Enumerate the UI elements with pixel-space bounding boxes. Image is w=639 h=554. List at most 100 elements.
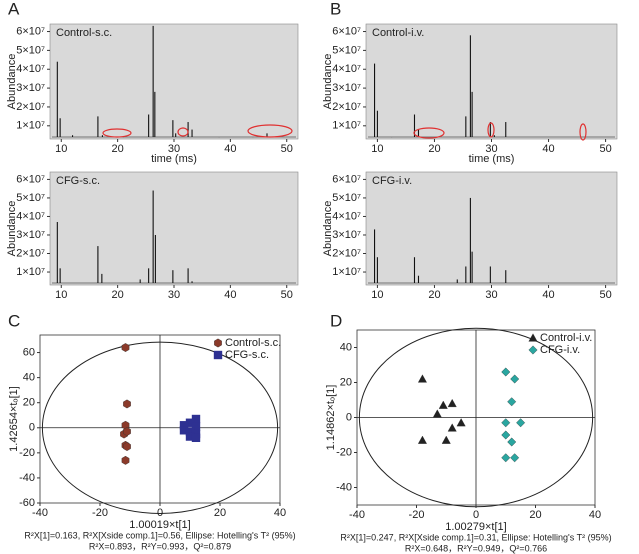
point — [501, 430, 511, 440]
highlight — [247, 124, 293, 138]
y-tick-label: 3×10⁷ — [332, 82, 361, 94]
point — [456, 418, 466, 427]
x-tick-label: 50 — [281, 289, 293, 301]
point — [510, 374, 520, 384]
panel-label: C — [8, 311, 20, 330]
x-tick-label: 20 — [112, 289, 124, 301]
point — [516, 418, 526, 428]
y-tick-label: 1×10⁷ — [16, 266, 45, 278]
x-tick-label: 30 — [168, 143, 180, 155]
y-tick-label: 4×10⁷ — [16, 63, 45, 75]
y-tick-label: 0 — [29, 422, 35, 434]
point — [123, 442, 131, 452]
x-tick-label: 20 — [214, 507, 226, 519]
y-tick-label: -60 — [19, 497, 35, 509]
point — [185, 427, 195, 436]
y-axis-label: 1.42654×tₒ[1] — [8, 386, 20, 452]
highlight — [579, 123, 587, 141]
x-tick-label: 0 — [473, 509, 479, 521]
y-tick-label: 2×10⁷ — [332, 247, 361, 259]
plot-area — [365, 23, 618, 140]
y-tick-label: -20 — [19, 447, 35, 459]
highlight — [177, 127, 189, 137]
x-tick-label: 40 — [224, 143, 236, 155]
x-tick-label: 0 — [157, 507, 163, 519]
y-tick-label: 1×10⁷ — [332, 120, 361, 132]
plot-area — [365, 171, 618, 286]
y-axis-label: Abundance — [6, 54, 18, 110]
highlight — [487, 122, 495, 138]
point — [447, 398, 457, 408]
x-tick-label: 40 — [542, 289, 554, 301]
point — [447, 423, 457, 432]
point — [185, 432, 195, 441]
point — [510, 453, 520, 463]
series-label: CFG-s.c. — [56, 175, 100, 187]
y-tick-label: 20 — [23, 397, 35, 409]
x-tick-label: 20 — [428, 289, 440, 301]
series-label: Control-i.v. — [372, 27, 424, 39]
x-tick-label: -20 — [409, 509, 425, 521]
y-tick-label: 4×10⁷ — [332, 210, 361, 222]
legend-label: CFG-s.c. — [225, 349, 269, 361]
point — [441, 435, 451, 444]
x-tick-label: 10 — [55, 143, 67, 155]
note: R²X[1]=0.163, R²X[Xside comp.1]=0.56, El… — [24, 530, 295, 540]
x-tick-label: -40 — [32, 507, 48, 519]
series-label: CFG-i.v. — [372, 175, 412, 187]
x-tick-label: 40 — [589, 509, 601, 521]
y-tick-label: 6×10⁷ — [332, 173, 361, 185]
legend-marker — [528, 333, 538, 342]
y-tick-label: 1×10⁷ — [16, 120, 45, 132]
point — [123, 399, 131, 409]
y-tick-label: 5×10⁷ — [16, 44, 45, 56]
point — [501, 453, 511, 463]
x-tick-label: 10 — [55, 289, 67, 301]
x-tick-label: 20 — [529, 509, 541, 521]
point — [191, 414, 201, 424]
legend-marker — [213, 350, 223, 360]
y-tick-label: -40 — [19, 472, 35, 484]
y-tick-label: 4×10⁷ — [332, 63, 361, 75]
y-tick-label: 5×10⁷ — [16, 192, 45, 204]
x-axis-label: 1.00019×t[1] — [129, 519, 190, 531]
x-tick-label: 20 — [428, 143, 440, 155]
y-tick-label: 2×10⁷ — [16, 247, 45, 259]
plot-area — [49, 171, 299, 286]
point — [191, 422, 201, 431]
x-tick-label: 50 — [599, 143, 611, 155]
panel-label: D — [330, 311, 342, 330]
panel-label: B — [330, 0, 341, 18]
y-tick-label: 20 — [340, 376, 352, 388]
y-tick-label: 60 — [23, 346, 35, 358]
plot-area — [49, 23, 299, 140]
point — [121, 455, 130, 465]
legend-marker — [528, 345, 538, 355]
y-tick-label: -20 — [336, 446, 352, 458]
highlight — [413, 127, 445, 139]
point — [501, 418, 511, 428]
y-tick-label: 5×10⁷ — [332, 192, 361, 204]
x-axis-label: time (ms) — [151, 153, 197, 165]
point — [432, 409, 442, 418]
point — [121, 343, 130, 352]
y-axis-label: Abundance — [6, 201, 18, 257]
y-tick-label: 2×10⁷ — [332, 101, 361, 113]
x-tick-label: 10 — [371, 143, 383, 155]
panel-label: A — [8, 0, 20, 18]
point — [417, 374, 427, 383]
note: R²X=0.648，R²Y=0.949，Q²=0.766 — [405, 543, 547, 553]
x-tick-label: 30 — [485, 289, 497, 301]
y-tick-label: 3×10⁷ — [16, 82, 45, 94]
y-tick-label: 40 — [23, 372, 35, 384]
point — [123, 427, 131, 436]
y-tick-label: 3×10⁷ — [16, 229, 45, 241]
annotations — [102, 122, 587, 141]
y-tick-label: 0 — [346, 411, 352, 423]
note: R²X[1]=0.247, R²X[Xside comp.1]=0.31, El… — [340, 532, 611, 542]
y-tick-label: -40 — [336, 481, 352, 493]
y-tick-label: 4×10⁷ — [16, 210, 45, 222]
y-tick-label: 5×10⁷ — [332, 44, 361, 56]
y-tick-label: 6×10⁷ — [16, 25, 45, 37]
y-tick-label: 6×10⁷ — [16, 173, 45, 185]
